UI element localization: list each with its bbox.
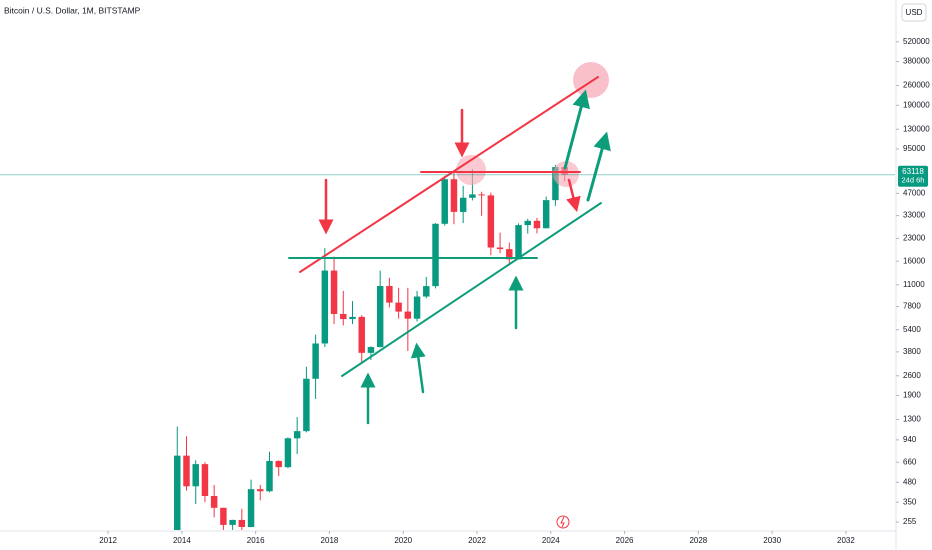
last-price-label: 63118 [902, 167, 924, 176]
candle-body [247, 489, 255, 527]
candle-body [432, 223, 439, 287]
y-tick-label: 3800 [903, 347, 921, 356]
y-tick-label: 1900 [903, 391, 921, 400]
candle-body [413, 296, 421, 319]
y-tick-label: 7800 [903, 302, 921, 311]
x-tick-label: 2020 [394, 536, 412, 545]
y-tick-label: 11000 [903, 280, 925, 289]
x-tick-label: 2030 [763, 536, 781, 545]
candle-body [542, 200, 550, 229]
x-tick-label: 2012 [99, 536, 117, 545]
chart-title: Bitcoin / U.S. Dollar, 1M, BITSTAMP [4, 5, 141, 15]
candle-body [220, 507, 227, 525]
candle-body [192, 464, 199, 487]
last-price-box [898, 165, 928, 187]
candle-body [183, 455, 190, 487]
candle-body [533, 220, 541, 229]
countdown-label: 24d 6h [902, 176, 925, 185]
highlight-circle [553, 161, 579, 187]
candle-body [358, 316, 365, 353]
candle-body [340, 313, 347, 320]
y-tick-label: 255 [903, 517, 917, 526]
candle-body [312, 343, 319, 379]
y-tick-label: 1300 [903, 415, 921, 424]
candle-body [229, 519, 236, 525]
y-tick-label: 660 [903, 457, 917, 466]
candle-body [330, 270, 338, 314]
highlight-circle [573, 62, 609, 98]
y-tick-label: 23000 [903, 233, 926, 242]
candle-body [303, 378, 310, 432]
y-tick-label: 47000 [903, 188, 926, 197]
y-tick-label: 190000 [903, 100, 930, 109]
arrow [410, 342, 426, 394]
currency-button[interactable] [901, 3, 927, 22]
y-tick-label: 350 [903, 497, 917, 506]
candle-body [293, 431, 301, 439]
candle-body [238, 519, 246, 527]
drawings [288, 62, 611, 425]
candle-body [257, 489, 264, 492]
arrow [566, 178, 581, 213]
time-axis: 2012 2014 2016 2018 2020 2022 2024 2026 2028 2030… [99, 531, 855, 545]
candle-body [478, 194, 485, 196]
trend-line [299, 76, 599, 273]
x-tick-label: 2026 [616, 536, 634, 545]
x-tick-label: 2016 [247, 536, 265, 545]
candle-body [496, 247, 504, 250]
arrow [586, 131, 611, 202]
candle-body [376, 286, 384, 348]
arrow [563, 89, 590, 170]
candles [174, 164, 568, 530]
y-tick-label: 940 [903, 435, 917, 444]
candle-body [552, 167, 559, 201]
candle-body [524, 220, 531, 226]
x-tick-label: 2014 [173, 536, 191, 545]
candle-body [487, 195, 495, 248]
y-tick-label: 260000 [903, 81, 930, 90]
price-axis: 520000 380000 260000 190000 130000 95000 47000… [896, 37, 930, 526]
candle-body [395, 302, 402, 312]
candle-body [506, 249, 513, 260]
x-tick-label: 2018 [321, 536, 339, 545]
y-tick-label: 5400 [903, 325, 921, 334]
x-tick-label: 2032 [837, 536, 855, 545]
highlight-circle [456, 155, 486, 185]
event-icon-bolt [560, 516, 565, 528]
currency-label[interactable]: USD [906, 8, 923, 17]
x-tick-label: 2024 [542, 536, 560, 545]
candle-body [459, 197, 467, 212]
y-tick-label: 33000 [903, 211, 926, 220]
candle-body [450, 179, 458, 212]
candle-body [404, 311, 412, 319]
candle-body [321, 270, 329, 344]
candle-body [266, 460, 273, 492]
candle-body [386, 286, 393, 303]
candle-body [210, 495, 218, 508]
candle-body [441, 179, 448, 224]
candle-body [367, 347, 375, 353]
candle-body [174, 455, 181, 530]
trend-line [341, 202, 602, 377]
candle-body [515, 225, 522, 260]
x-tick-label: 2028 [689, 536, 707, 545]
event-icon[interactable] [556, 515, 570, 529]
y-tick-label: 130000 [903, 124, 930, 133]
candle-body [423, 286, 430, 297]
x-tick-label: 2022 [468, 536, 486, 545]
y-tick-label: 2600 [903, 371, 921, 380]
event-icon-circle[interactable] [556, 515, 570, 529]
candle-body [469, 194, 476, 198]
y-tick-label: 380000 [903, 57, 930, 66]
y-tick-label: 95000 [903, 144, 926, 153]
candle-body [284, 438, 292, 468]
y-tick-label: 520000 [903, 37, 930, 46]
candle-body [349, 316, 356, 320]
y-tick-label: 480 [903, 477, 917, 486]
candle-body [275, 460, 282, 468]
candle-body [201, 464, 209, 496]
y-tick-label: 16000 [903, 256, 926, 265]
